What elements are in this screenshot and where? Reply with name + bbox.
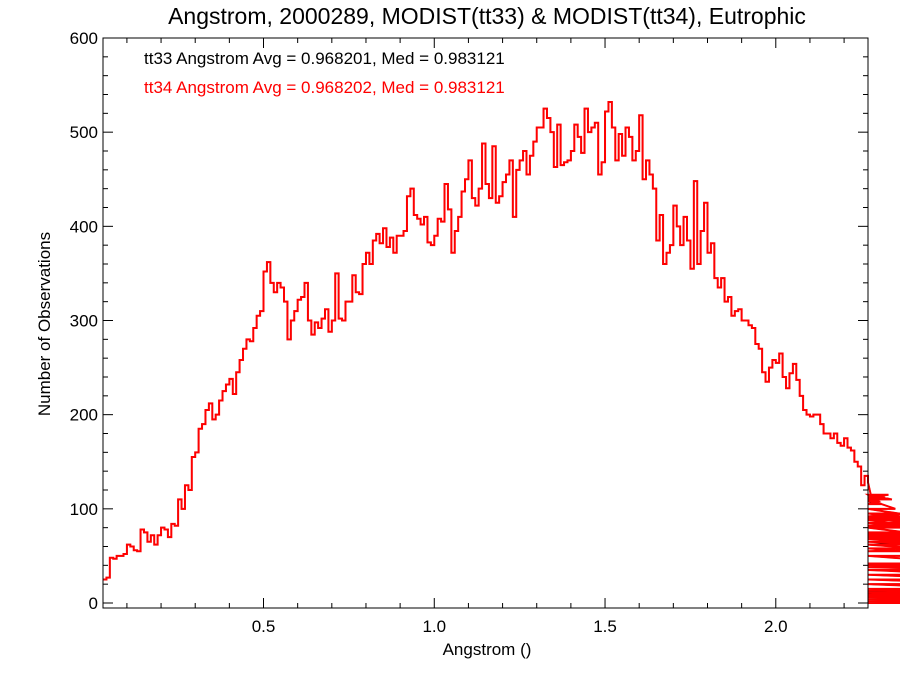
x-tick-label: 1.0 bbox=[422, 617, 446, 636]
x-tick-label: 2.0 bbox=[764, 617, 788, 636]
y-tick-label: 200 bbox=[70, 406, 98, 425]
y-axis: 0 100 200 300 400 500 600 bbox=[70, 29, 868, 613]
y-tick-label: 500 bbox=[70, 123, 98, 142]
chart-title: Angstrom, 2000289, MODIST(tt33) & MODIST… bbox=[168, 3, 806, 29]
y-tick-label: 300 bbox=[70, 312, 98, 331]
x-axis-label: Angstrom () bbox=[443, 640, 532, 659]
y-tick-label: 0 bbox=[89, 594, 98, 613]
plot-frame bbox=[102, 37, 869, 609]
legend-annotation-2: tt34 Angstrom Avg = 0.968202, Med = 0.98… bbox=[144, 78, 505, 97]
y-axis-label: Number of Observations bbox=[35, 232, 54, 416]
x-axis: 0.5 1.0 1.5 2.0 bbox=[126, 38, 845, 636]
legend-annotation-1: tt33 Angstrom Avg = 0.968201, Med = 0.98… bbox=[144, 49, 505, 68]
x-tick-label: 0.5 bbox=[252, 617, 276, 636]
y-tick-label: 400 bbox=[70, 217, 98, 236]
y-tick-label: 100 bbox=[70, 500, 98, 519]
histogram-series-2 bbox=[103, 101, 900, 604]
x-tick-label: 1.5 bbox=[593, 617, 617, 636]
series-layer bbox=[103, 101, 900, 604]
legend-annotations: tt33 Angstrom Avg = 0.968201, Med = 0.98… bbox=[144, 49, 505, 97]
y-tick-label: 600 bbox=[70, 29, 98, 48]
